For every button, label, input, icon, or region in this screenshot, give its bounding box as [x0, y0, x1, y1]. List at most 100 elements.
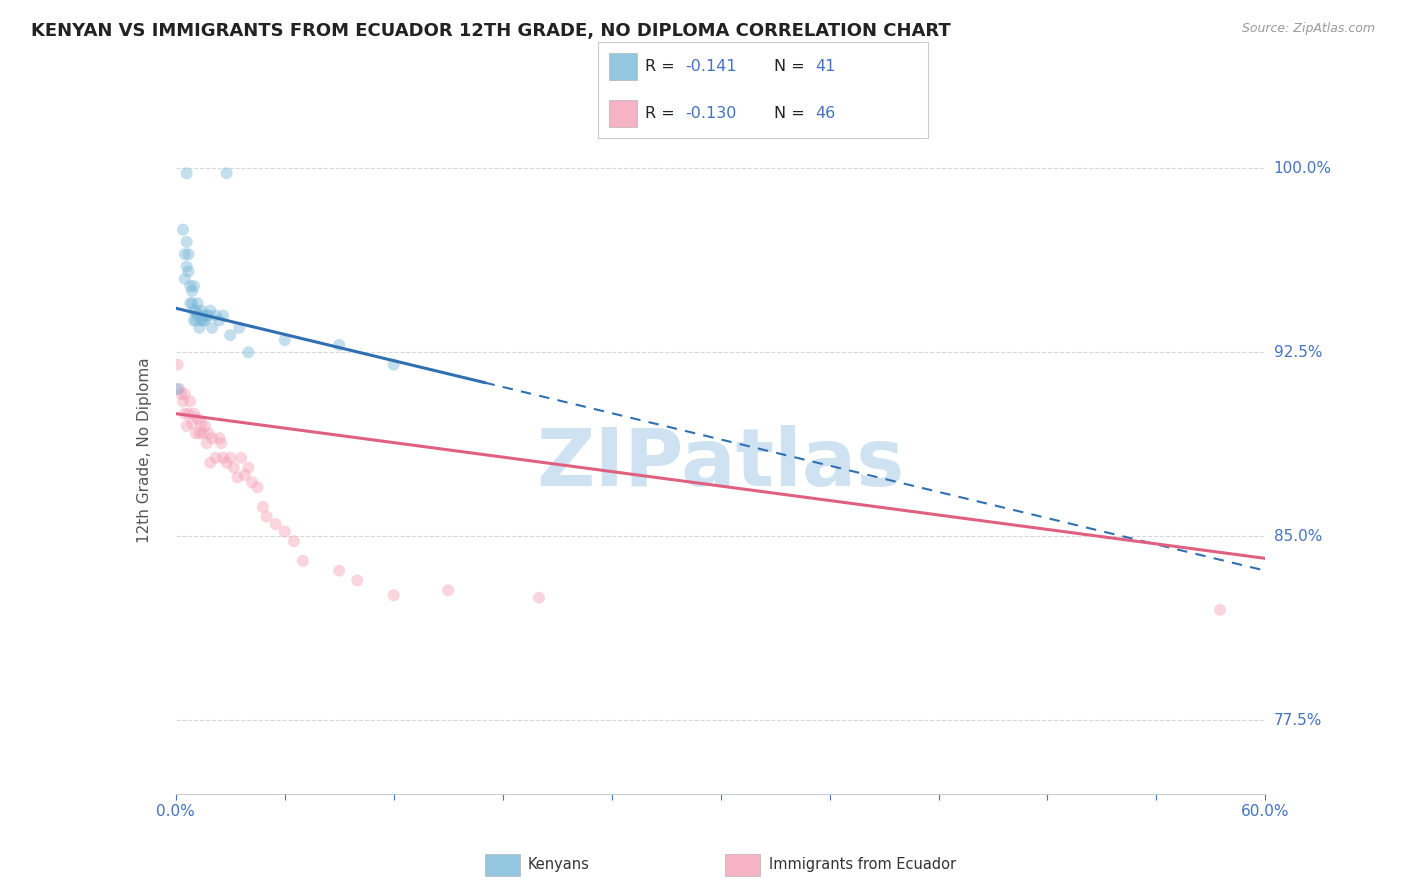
Point: [186, 296, 209, 310]
Point: [527, 591, 550, 605]
Point: [184, 303, 207, 318]
Point: [212, 309, 235, 323]
Point: [208, 431, 231, 445]
Text: 85.0%: 85.0%: [1274, 529, 1322, 544]
Point: [184, 426, 207, 441]
Point: [200, 303, 222, 318]
Text: 46: 46: [815, 106, 837, 120]
Point: [204, 450, 226, 465]
Point: [190, 417, 212, 431]
Point: [173, 247, 195, 261]
Point: [228, 320, 250, 334]
FancyBboxPatch shape: [485, 855, 520, 876]
Point: [346, 574, 368, 588]
Point: [169, 382, 191, 396]
Point: [328, 338, 350, 352]
Point: [179, 394, 201, 409]
Point: [181, 296, 204, 310]
Point: [177, 407, 200, 421]
Point: [186, 411, 209, 425]
Point: [183, 407, 205, 421]
Point: [177, 247, 200, 261]
Point: [177, 264, 200, 278]
Point: [219, 450, 242, 465]
Point: [194, 418, 217, 433]
Point: [170, 387, 193, 401]
Point: [252, 500, 274, 514]
Point: [208, 313, 231, 327]
FancyBboxPatch shape: [725, 855, 761, 876]
Point: [188, 320, 211, 334]
Point: [188, 426, 211, 441]
Point: [166, 382, 188, 396]
Point: [382, 358, 405, 372]
Point: [212, 450, 235, 465]
Point: [195, 436, 218, 450]
Text: Immigrants from Ecuador: Immigrants from Ecuador: [769, 857, 956, 871]
Point: [176, 260, 198, 274]
Text: N =: N =: [775, 106, 810, 120]
Point: [1209, 603, 1232, 617]
Point: [219, 328, 242, 343]
Point: [183, 279, 205, 293]
Text: R =: R =: [645, 60, 681, 74]
Text: 92.5%: 92.5%: [1274, 345, 1322, 359]
Point: [190, 303, 212, 318]
Point: [173, 387, 195, 401]
Point: [382, 588, 405, 602]
Point: [195, 309, 218, 323]
Text: N =: N =: [775, 60, 810, 74]
Point: [190, 313, 212, 327]
Text: R =: R =: [645, 106, 681, 120]
Point: [222, 460, 245, 475]
Point: [291, 554, 314, 568]
Text: 77.5%: 77.5%: [1274, 713, 1322, 728]
Point: [264, 517, 287, 532]
Point: [176, 418, 198, 433]
Point: [186, 309, 209, 323]
Text: 100.0%: 100.0%: [1274, 161, 1331, 176]
Point: [238, 460, 260, 475]
Point: [437, 583, 460, 598]
Text: KENYAN VS IMMIGRANTS FROM ECUADOR 12TH GRADE, NO DIPLOMA CORRELATION CHART: KENYAN VS IMMIGRANTS FROM ECUADOR 12TH G…: [31, 22, 950, 40]
Point: [166, 358, 188, 372]
Point: [215, 456, 238, 470]
Point: [176, 166, 198, 180]
Point: [256, 509, 278, 524]
Point: [176, 235, 198, 249]
Point: [246, 480, 269, 494]
Point: [191, 313, 214, 327]
Point: [191, 309, 214, 323]
Text: -0.141: -0.141: [685, 60, 737, 74]
Point: [184, 313, 207, 327]
Text: Source: ZipAtlas.com: Source: ZipAtlas.com: [1241, 22, 1375, 36]
Point: [172, 394, 194, 409]
Point: [197, 309, 219, 323]
Point: [328, 564, 350, 578]
Text: 41: 41: [815, 60, 837, 74]
Point: [283, 534, 305, 549]
Point: [204, 309, 226, 323]
Point: [274, 524, 297, 539]
Point: [183, 303, 205, 318]
Point: [181, 284, 204, 298]
Point: [226, 470, 249, 484]
Point: [172, 223, 194, 237]
Point: [274, 333, 297, 347]
Text: -0.130: -0.130: [685, 106, 737, 120]
Point: [194, 313, 217, 327]
Point: [188, 309, 211, 323]
Point: [191, 426, 214, 441]
Text: Kenyans: Kenyans: [529, 857, 591, 871]
Point: [173, 271, 195, 285]
Point: [201, 431, 224, 445]
Point: [209, 436, 232, 450]
Point: [215, 166, 238, 180]
Y-axis label: 12th Grade, No Diploma: 12th Grade, No Diploma: [138, 358, 152, 543]
Point: [240, 475, 263, 490]
Text: ZIPatlas: ZIPatlas: [537, 425, 904, 503]
Point: [238, 345, 260, 359]
Point: [183, 313, 205, 327]
Point: [200, 456, 222, 470]
Point: [173, 407, 195, 421]
